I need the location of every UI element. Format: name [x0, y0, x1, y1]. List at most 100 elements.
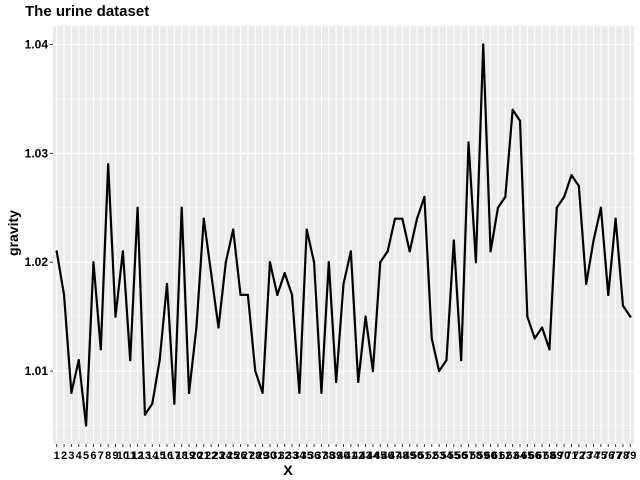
- data-point: [254, 369, 257, 373]
- data-point: [379, 261, 382, 264]
- data-point: [202, 217, 205, 220]
- data-point: [283, 272, 286, 275]
- y-tick-label: 1.04: [25, 38, 49, 52]
- data-point: [393, 217, 397, 220]
- y-axis: 1.01 1.02 1.03 1.04: [25, 38, 53, 378]
- data-point: [290, 293, 294, 296]
- data-point: [143, 413, 147, 416]
- x-tick-label: 12: [131, 450, 143, 462]
- data-point: [540, 326, 544, 329]
- data-point: [511, 108, 514, 111]
- data-point: [224, 261, 227, 264]
- data-point: [585, 282, 588, 286]
- x-tick-label: 6: [90, 450, 96, 462]
- x-tick-label: 39: [330, 450, 342, 462]
- x-tick-label: 41: [345, 450, 357, 462]
- x-tick-label: 55: [448, 450, 460, 462]
- data-point: [408, 250, 411, 253]
- data-point: [357, 380, 360, 384]
- data-point: [607, 293, 610, 296]
- data-point: [415, 217, 419, 220]
- data-point: [371, 369, 375, 373]
- data-point: [62, 293, 66, 296]
- x-tick-label: 38: [323, 450, 335, 462]
- data-point: [592, 239, 595, 242]
- data-point: [55, 250, 58, 253]
- x-tick-label: 58: [470, 450, 482, 462]
- y-tick-label: 1.01: [25, 364, 49, 378]
- x-axis: 1 2 3 4 5 6 7 8 91011121314151617181920212223242…: [54, 444, 636, 462]
- series-group: [55, 43, 632, 427]
- x-tick-label: 9: [112, 450, 118, 462]
- x-tick-label: 11: [124, 450, 136, 462]
- data-point: [195, 326, 198, 329]
- x-tick-label: 67: [536, 450, 548, 462]
- x-tick-label: 79: [624, 450, 636, 462]
- data-point: [570, 174, 573, 177]
- data-point: [92, 261, 95, 264]
- x-tick-label: 13: [139, 450, 151, 462]
- data-point: [327, 261, 330, 264]
- x-tick-label: 65: [521, 450, 533, 462]
- data-point: [246, 293, 249, 296]
- data-point: [239, 293, 242, 296]
- x-tick-label: 56: [455, 450, 467, 462]
- x-tick-label: 17: [168, 450, 180, 462]
- x-tick-label: 18: [176, 450, 188, 462]
- x-tick-label: 14: [146, 450, 159, 462]
- x-tick-label: 34: [293, 450, 306, 462]
- data-point: [629, 315, 632, 318]
- x-tick-label: 75: [595, 450, 607, 462]
- data-point: [261, 391, 264, 394]
- data-point: [563, 195, 566, 198]
- data-point: [349, 250, 352, 253]
- data-point: [518, 119, 522, 122]
- x-tick-label: 33: [286, 450, 298, 462]
- data-point: [430, 337, 433, 340]
- data-point: [312, 261, 316, 264]
- x-tick-label: 26: [234, 450, 246, 462]
- x-tick-label: 45: [374, 450, 386, 462]
- data-point: [496, 206, 500, 209]
- data-point: [474, 261, 477, 264]
- data-point: [173, 402, 176, 405]
- x-tick-label: 71: [565, 450, 577, 462]
- x-tick-label: 20: [190, 450, 202, 462]
- data-point: [114, 315, 117, 318]
- data-point: [489, 250, 492, 253]
- x-tick-label: 51: [418, 450, 430, 462]
- data-point: [423, 195, 426, 198]
- x-tick-label: 37: [315, 450, 327, 462]
- data-point: [342, 282, 345, 286]
- major-gridlines: [53, 26, 634, 444]
- data-point: [151, 402, 154, 405]
- data-point: [548, 348, 551, 351]
- x-tick-label: 29: [256, 450, 268, 462]
- x-tick-label: 36: [308, 450, 320, 462]
- data-point: [621, 304, 625, 307]
- data-point: [217, 326, 220, 329]
- data-point: [320, 391, 323, 394]
- data-point: [84, 424, 88, 427]
- x-tick-label: 44: [367, 450, 380, 462]
- x-tick-label: 63: [507, 450, 519, 462]
- data-point: [445, 359, 448, 362]
- data-point: [107, 163, 110, 166]
- x-tick-label: 53: [433, 450, 445, 462]
- data-point: [77, 359, 80, 362]
- x-tick-label: 16: [161, 450, 173, 462]
- data-point: [401, 217, 404, 220]
- x-tick-label: 57: [462, 450, 474, 462]
- data-point: [614, 217, 617, 220]
- x-tick-label: 68: [543, 450, 555, 462]
- data-point: [70, 391, 73, 394]
- data-point: [136, 206, 139, 209]
- data-point: [210, 272, 213, 275]
- data-point: [599, 206, 603, 209]
- x-tick-label: 78: [617, 450, 629, 462]
- data-point: [335, 380, 338, 384]
- x-tick-label: 62: [499, 450, 511, 462]
- x-tick-label: 43: [359, 450, 371, 462]
- data-point: [232, 228, 235, 231]
- x-tick-label: 19: [183, 450, 195, 462]
